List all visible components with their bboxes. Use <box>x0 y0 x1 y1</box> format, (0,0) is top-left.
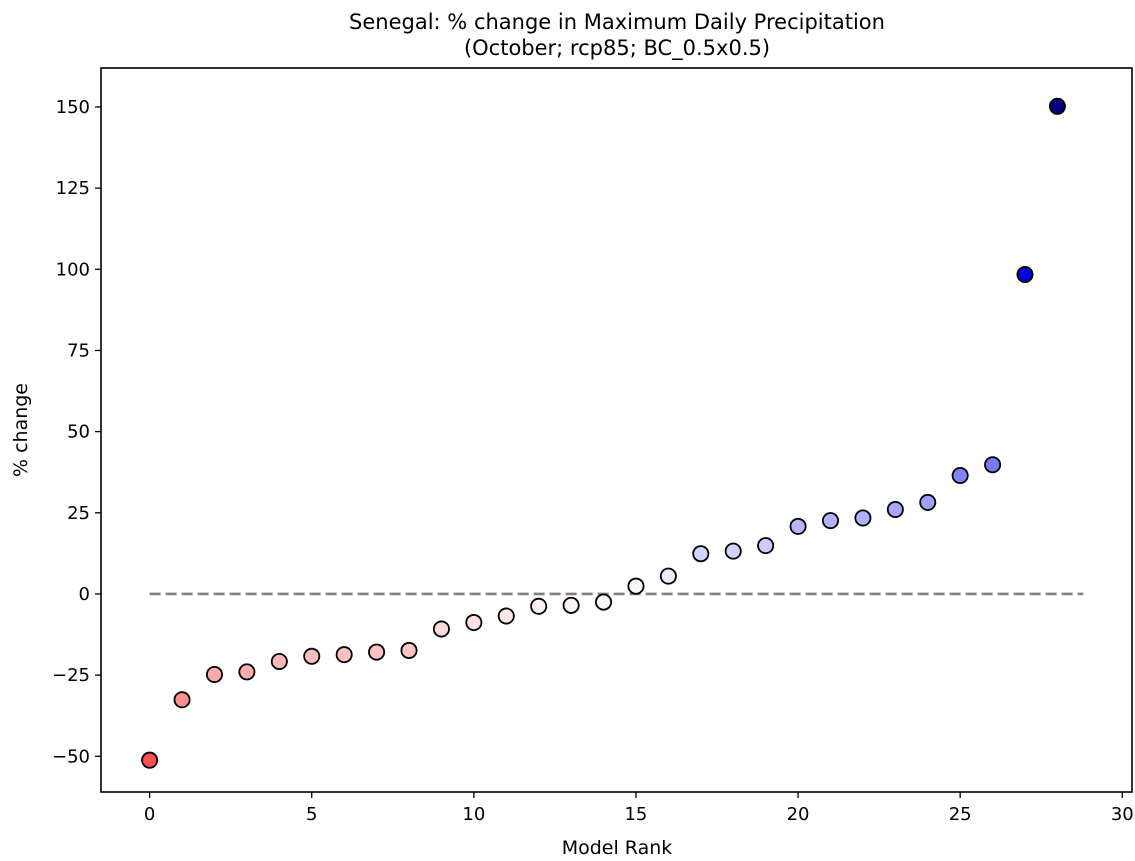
data-point <box>1048 97 1066 115</box>
data-point <box>659 567 677 585</box>
data-points <box>141 97 1066 769</box>
data-point <box>400 641 418 659</box>
plot-area <box>100 67 1133 793</box>
data-point <box>854 509 872 527</box>
data-point <box>497 607 515 625</box>
data-point <box>205 665 223 683</box>
chart-title-line-1: Senegal: % change in Maximum Daily Preci… <box>349 10 885 34</box>
x-tick-label: 20 <box>787 804 810 825</box>
x-tick-label: 0 <box>144 804 155 825</box>
data-point <box>173 691 191 709</box>
data-point <box>270 652 288 670</box>
data-point <box>595 593 613 611</box>
data-point <box>335 646 353 664</box>
x-tick-label: 15 <box>624 804 647 825</box>
data-point <box>465 614 483 632</box>
x-axis-ticks: 0 5 10 15 20 25 30 <box>144 792 1134 825</box>
data-point <box>984 456 1002 474</box>
y-tick-label: −25 <box>52 665 90 686</box>
data-point <box>919 493 937 511</box>
chart-title-line-2: (October; rcp85; BC_0.5x0.5) <box>464 36 770 61</box>
y-tick-label: 0 <box>79 584 90 605</box>
data-point <box>562 596 580 614</box>
data-point <box>789 517 807 535</box>
y-tick-label: 75 <box>67 340 90 361</box>
x-tick-label: 30 <box>1111 804 1134 825</box>
y-tick-label: 150 <box>56 97 90 118</box>
y-tick-label: −50 <box>52 746 90 767</box>
y-axis-ticks: −50 −25 0 25 50 75 100 125 150 <box>52 97 101 767</box>
x-axis-label: Model Rank <box>562 837 673 859</box>
data-point <box>951 466 969 484</box>
data-point <box>886 501 904 519</box>
data-point <box>692 545 710 563</box>
y-tick-label: 25 <box>67 503 90 524</box>
y-tick-label: 100 <box>56 259 90 280</box>
plot-frame <box>100 67 1133 793</box>
data-point <box>432 620 450 638</box>
data-point <box>757 537 775 555</box>
data-point <box>141 751 159 769</box>
x-tick-label: 10 <box>462 804 485 825</box>
data-point <box>238 663 256 681</box>
data-point <box>724 542 742 560</box>
data-point <box>1016 265 1034 283</box>
x-tick-label: 5 <box>306 804 317 825</box>
data-point <box>627 577 645 595</box>
x-tick-label: 25 <box>949 804 972 825</box>
plot-background <box>101 68 1132 792</box>
y-tick-label: 50 <box>67 422 90 443</box>
data-point <box>530 597 548 615</box>
data-point <box>821 512 839 530</box>
y-tick-label: 125 <box>56 178 90 199</box>
y-axis-label: % change <box>10 383 32 477</box>
data-point <box>303 647 321 665</box>
data-point <box>368 643 386 661</box>
